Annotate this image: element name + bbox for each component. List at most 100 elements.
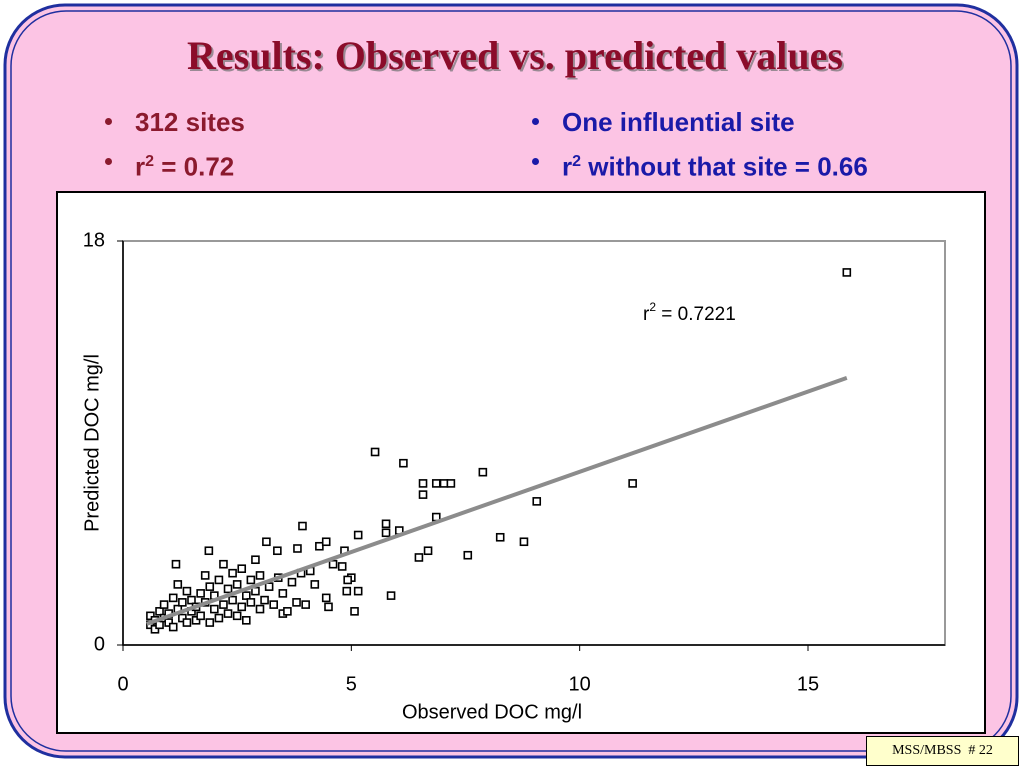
data-point (200, 571, 210, 580)
data-point (228, 595, 237, 605)
data-point (269, 600, 279, 609)
data-point (353, 530, 363, 540)
data-point (414, 553, 424, 562)
data-point (173, 580, 183, 589)
data-point (191, 616, 201, 625)
data-point (228, 568, 237, 578)
data-point (439, 479, 449, 488)
data-point (155, 607, 164, 616)
data-point (532, 497, 542, 506)
footer: MSS/MBSS # 22 (866, 736, 1019, 766)
data-point (353, 586, 363, 596)
data-point (237, 602, 247, 612)
data-point (223, 609, 233, 618)
data-point (232, 580, 242, 589)
annotation: r2 = 0.7221 (643, 300, 736, 325)
data-point (178, 613, 187, 623)
data-point (178, 598, 187, 607)
data-point (246, 598, 256, 607)
data-point (418, 479, 428, 488)
data-point (278, 589, 288, 598)
data-point (182, 618, 192, 627)
data-point (287, 577, 297, 587)
data-point (262, 537, 271, 547)
data-point (495, 532, 505, 542)
bullet-rest: without that site = 0.66 (581, 151, 868, 182)
data-point (342, 586, 352, 596)
data-point (293, 544, 302, 553)
bullet-text: 312 sites (135, 107, 245, 137)
data-point (343, 575, 352, 585)
data-point (260, 595, 269, 605)
y-axis-title: Predicted DOC mg/l (81, 354, 103, 532)
slide-border (10, 10, 1012, 752)
data-point (264, 582, 274, 591)
data-point (321, 593, 331, 603)
data-point (292, 598, 301, 607)
bullet: r2 without that site = 0.66 (532, 143, 897, 186)
data-point (219, 600, 228, 609)
data-point (237, 564, 247, 573)
data-point (242, 591, 251, 600)
data-point (205, 618, 215, 627)
data-point (159, 600, 169, 609)
data-point (283, 607, 292, 616)
data-point (321, 537, 331, 547)
bullet-rest: = 0.72 (154, 151, 235, 182)
data-point (423, 546, 433, 556)
data-point (337, 562, 347, 571)
data-point (463, 550, 473, 560)
data-point (350, 607, 359, 616)
annotation-rest: = 0.7221 (656, 304, 736, 325)
data-point (168, 622, 178, 632)
data-point (478, 467, 488, 477)
data-point (842, 268, 852, 277)
data-point (214, 575, 224, 585)
data-point (219, 559, 228, 569)
data-point (187, 595, 196, 605)
y-tick-label: 18 (83, 229, 105, 251)
bullet-sup: 2 (572, 153, 582, 170)
data-point (431, 479, 441, 488)
bullet: r2 = 0.72 (105, 143, 235, 186)
bullet-base: r (562, 151, 573, 182)
data-point (205, 582, 215, 591)
data-point (214, 613, 224, 623)
bullet-base: r (135, 151, 146, 182)
data-point (310, 580, 320, 589)
data-point (223, 584, 233, 594)
annotation-sup: 2 (649, 300, 656, 314)
data-point (242, 616, 251, 625)
data-point (246, 575, 256, 585)
bullet-sup: 2 (145, 153, 155, 170)
trendline (146, 376, 848, 626)
data-point (232, 611, 242, 621)
data-point (324, 602, 333, 612)
data-point (255, 604, 265, 614)
x-tick-label: 0 (117, 673, 128, 695)
data-point (210, 604, 219, 614)
data-point (418, 490, 428, 499)
y-tick-label: 0 (94, 633, 105, 655)
data-point (328, 559, 338, 569)
data-point (182, 586, 192, 596)
data-point (370, 447, 380, 457)
data-point (164, 618, 173, 627)
plot-area (122, 240, 946, 646)
data-point (399, 458, 408, 468)
data-point (446, 479, 456, 488)
data-point (386, 591, 396, 600)
bullet-text: One influential site (562, 107, 795, 137)
data-point (150, 624, 160, 634)
data-point (628, 479, 637, 488)
slide-title: Results: Observed vs. predicted values (187, 33, 843, 78)
data-point (381, 528, 391, 538)
data-point (204, 546, 214, 556)
data-point (298, 521, 307, 531)
annotation-base: r (643, 304, 650, 325)
data-point (381, 519, 391, 529)
data-point (273, 546, 282, 556)
data-point (168, 593, 178, 603)
x-tick-label: 15 (797, 673, 819, 695)
